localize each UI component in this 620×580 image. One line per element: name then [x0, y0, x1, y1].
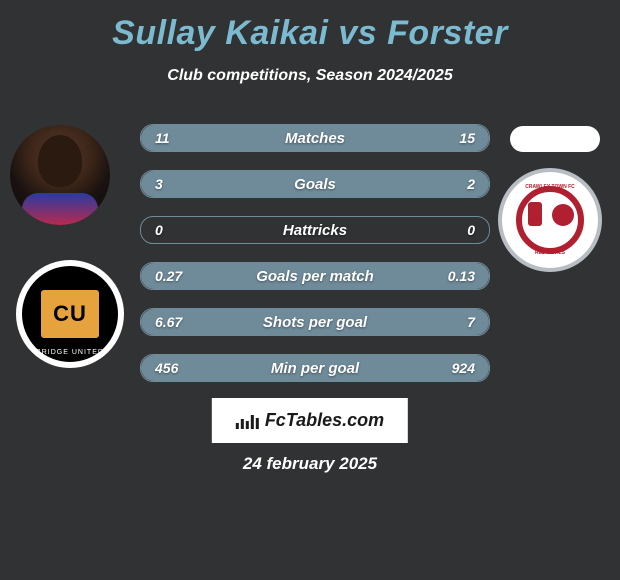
club-logo-left-code: CU	[38, 287, 102, 341]
stat-label: Shots per goal	[263, 314, 367, 331]
stat-row: 3 Goals 2	[140, 170, 490, 198]
player-photo-right-placeholder	[510, 126, 600, 152]
footer-badge: FcTables.com	[212, 398, 408, 443]
stat-label: Min per goal	[271, 360, 359, 377]
stat-value-right: 7	[467, 314, 475, 330]
stat-value-right: 0	[467, 222, 475, 238]
stat-value-left: 3	[155, 176, 163, 192]
club-logo-right: CRAWLEY TOWN FC RED DEVILS	[498, 168, 602, 272]
footer-badge-text: FcTables.com	[265, 410, 384, 431]
club-logo-left-ring-text: BRIDGE UNITED	[36, 349, 104, 356]
stat-value-left: 456	[155, 360, 178, 376]
club-logo-right-text-bot: RED DEVILS	[516, 250, 584, 256]
stat-row: 0.27 Goals per match 0.13	[140, 262, 490, 290]
stat-value-left: 0	[155, 222, 163, 238]
date: 24 february 2025	[0, 454, 620, 474]
stat-value-left: 11	[155, 130, 170, 146]
footer-badge-icon	[236, 413, 259, 429]
stat-row: 0 Hattricks 0	[140, 216, 490, 244]
stat-value-left: 0.27	[155, 268, 182, 284]
stat-label: Hattricks	[283, 222, 347, 239]
player-photo-left	[10, 125, 110, 225]
stat-value-right: 15	[459, 130, 475, 146]
stats-block: 11 Matches 15 3 Goals 2 0 Hattricks 0 0.27 Goals p…	[140, 124, 490, 400]
stat-row: 456 Min per goal 924	[140, 354, 490, 382]
stat-label: Goals per match	[256, 268, 374, 285]
stat-value-right: 0.13	[448, 268, 475, 284]
stat-value-right: 2	[467, 176, 475, 192]
club-logo-right-text-top: CRAWLEY TOWN FC	[516, 184, 584, 190]
stat-label: Goals	[294, 176, 336, 193]
club-logo-left: CU BRIDGE UNITED	[16, 260, 124, 368]
stat-value-left: 6.67	[155, 314, 182, 330]
stat-row: 11 Matches 15	[140, 124, 490, 152]
stat-value-right: 924	[452, 360, 475, 376]
stat-row: 6.67 Shots per goal 7	[140, 308, 490, 336]
page-subtitle: Club competitions, Season 2024/2025	[0, 67, 620, 85]
page-title: Sullay Kaikai vs Forster	[0, 0, 620, 53]
stat-label: Matches	[285, 130, 345, 147]
